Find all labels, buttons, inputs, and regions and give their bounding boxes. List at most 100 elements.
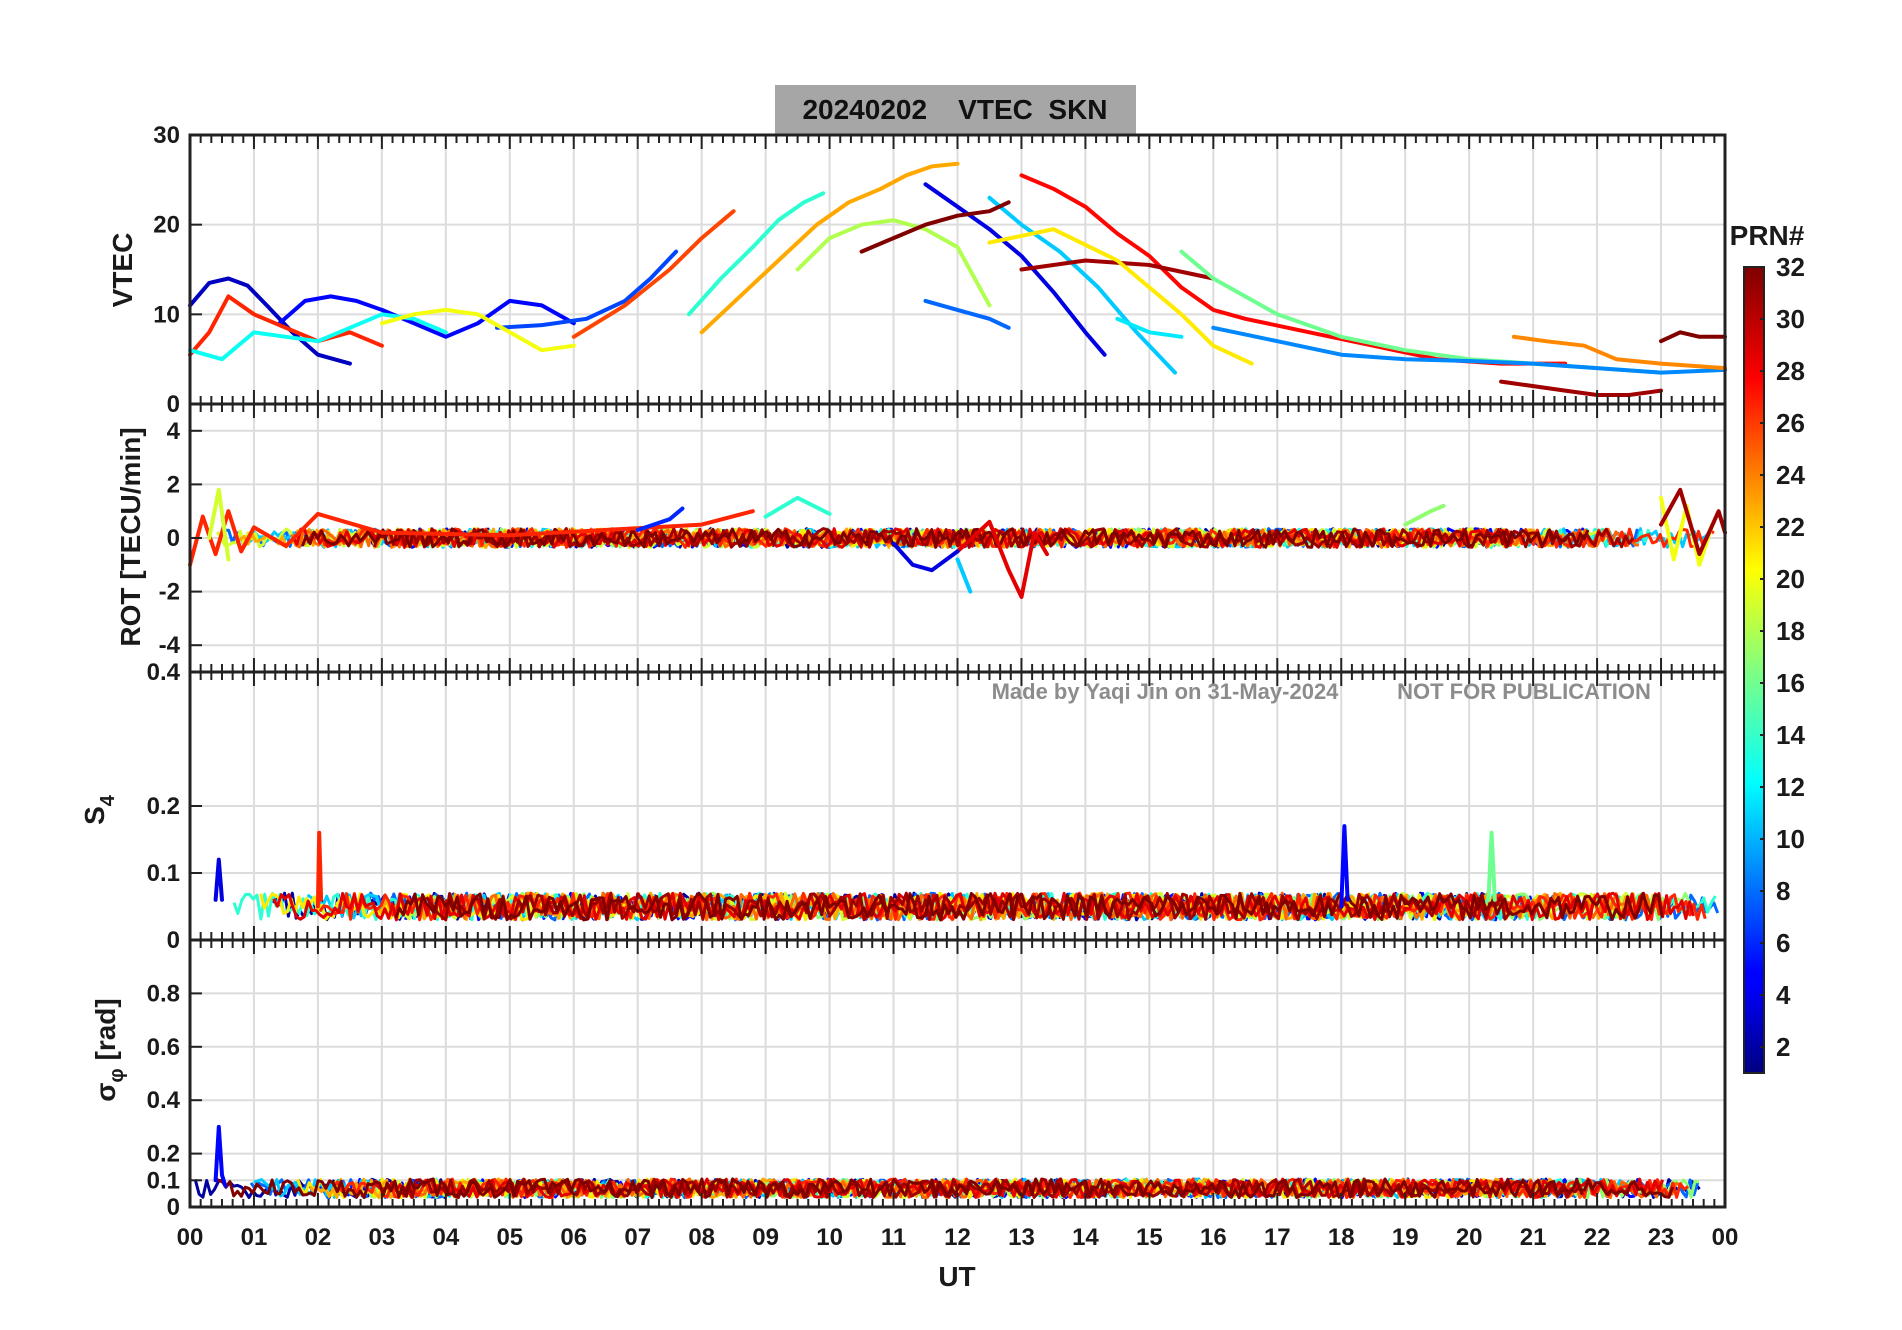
x-tick-label: 20 bbox=[1456, 1224, 1483, 1251]
background-trace bbox=[394, 891, 1664, 922]
series-line-prn-8 bbox=[923, 298, 1011, 330]
colorbar-tick-label: 20 bbox=[1776, 564, 1805, 594]
x-tick-label: 06 bbox=[560, 1224, 587, 1251]
series-line-prn-6 bbox=[635, 506, 685, 532]
x-tick-label: 01 bbox=[241, 1224, 268, 1251]
x-tick-label: 07 bbox=[624, 1224, 651, 1251]
x-axis-label: UT bbox=[938, 1261, 975, 1292]
series-line-prn-5 bbox=[213, 1124, 228, 1188]
x-tick-label: 04 bbox=[432, 1224, 459, 1251]
series-line-prn-16 bbox=[1486, 830, 1497, 902]
series-line-prn-16 bbox=[1179, 249, 1663, 375]
colorbar-label: PRN# bbox=[1730, 220, 1805, 251]
series-line-prn-31 bbox=[1499, 379, 1663, 397]
y-tick-label: 0.1 bbox=[147, 1167, 180, 1194]
series-line-prn-4 bbox=[923, 182, 1107, 357]
x-tick-label: 10 bbox=[816, 1224, 843, 1251]
y-tick-label: 0.4 bbox=[147, 659, 181, 686]
y-tick-label: 30 bbox=[153, 122, 180, 149]
series-line-prn-11 bbox=[955, 557, 973, 594]
colorbar-tick-label: 16 bbox=[1776, 668, 1805, 698]
series-line-prn-27 bbox=[188, 294, 384, 357]
series-line-prn-26 bbox=[571, 209, 736, 339]
colorbar-tick-label: 32 bbox=[1776, 252, 1805, 282]
x-tick-label: 19 bbox=[1392, 1224, 1419, 1251]
rot-ylabel: ROT [TECU/min] bbox=[115, 427, 146, 646]
vtec-ylabel: VTEC bbox=[107, 233, 138, 308]
y-tick-label: 0.1 bbox=[147, 860, 180, 887]
colorbar-tick-label: 4 bbox=[1776, 980, 1791, 1010]
x-tick-label: 08 bbox=[688, 1224, 715, 1251]
panel-vtec: 0 10 20 30 bbox=[153, 122, 1727, 418]
series-line-prn-14 bbox=[686, 191, 826, 317]
series-line-prn-4 bbox=[891, 541, 960, 573]
x-tick-label: 00 bbox=[1712, 1224, 1739, 1251]
y-tick-label: 4 bbox=[167, 418, 181, 445]
background-trace bbox=[372, 1177, 1665, 1199]
y-tick-label: 0 bbox=[167, 927, 180, 954]
series-line-prn-4 bbox=[213, 857, 224, 902]
colorbar-tick-label: 14 bbox=[1776, 720, 1805, 750]
series-line-prn-18 bbox=[795, 218, 992, 308]
x-tick-label: 22 bbox=[1584, 1224, 1611, 1251]
colorbar-tick-label: 8 bbox=[1776, 876, 1790, 906]
x-tick-label: 00 bbox=[177, 1224, 204, 1251]
colorbar-tick-label: 10 bbox=[1776, 824, 1805, 854]
panel-rot: -4 -2 0 2 4 bbox=[159, 402, 1727, 674]
watermark-author: Made by Yaqi Jin on 31-May-2024 bbox=[992, 679, 1340, 704]
x-tick-label: 05 bbox=[496, 1224, 523, 1251]
x-tick-label: 17 bbox=[1264, 1224, 1291, 1251]
colorbar-tick-label: 26 bbox=[1776, 408, 1805, 438]
colorbar-tick-label: 6 bbox=[1776, 928, 1790, 958]
x-tick-label: 18 bbox=[1328, 1224, 1355, 1251]
series-line-prn-27 bbox=[315, 830, 324, 909]
y-tick-label: 0.2 bbox=[147, 793, 180, 820]
colorbar-tick-label: 24 bbox=[1776, 460, 1805, 490]
title-box: 20240202 VTEC SKN bbox=[775, 85, 1136, 136]
y-tick-label: -4 bbox=[159, 632, 181, 659]
watermark-notice: NOT FOR PUBLICATION bbox=[1397, 679, 1651, 704]
background-trace bbox=[214, 1177, 1675, 1200]
colorbar-tick-label: 28 bbox=[1776, 356, 1805, 386]
y-tick-label: 0.2 bbox=[147, 1141, 180, 1168]
background-trace bbox=[301, 527, 1590, 549]
series-line-prn-3 bbox=[188, 276, 352, 366]
y-tick-label: 0 bbox=[167, 525, 180, 552]
series-line-prn-23 bbox=[699, 161, 960, 335]
colorbar-gradient bbox=[1743, 266, 1765, 1074]
series-line-prn-24 bbox=[1511, 334, 1727, 371]
series-line-prn-31 bbox=[1659, 487, 1727, 557]
colorbar-tick-label: 2 bbox=[1776, 1032, 1790, 1062]
x-tick-label: 11 bbox=[881, 1224, 906, 1251]
colorbar-tick-label: 22 bbox=[1776, 512, 1805, 542]
series-line-prn-27 bbox=[188, 509, 755, 567]
y-tick-label: 0.6 bbox=[147, 1034, 180, 1061]
series-line-prn-28 bbox=[1019, 173, 1568, 366]
series-line-prn-14 bbox=[763, 495, 832, 519]
s4-ylabel: S4 bbox=[79, 794, 119, 825]
series-line-prn-19 bbox=[207, 487, 231, 562]
series-line-prn-17 bbox=[1403, 503, 1446, 527]
x-tick-label: 21 bbox=[1520, 1224, 1547, 1251]
x-tick-label: 15 bbox=[1136, 1224, 1163, 1251]
background-trace bbox=[425, 891, 1514, 922]
x-tick-label: 02 bbox=[305, 1224, 332, 1251]
y-tick-label: 0.8 bbox=[147, 980, 180, 1007]
series-line-prn-5 bbox=[1339, 824, 1350, 909]
series-line-prn-7 bbox=[495, 249, 679, 330]
colorbar-tick-label: 12 bbox=[1776, 772, 1805, 802]
series-line-prn-5 bbox=[277, 294, 576, 339]
colorbar-tick-label: 18 bbox=[1776, 616, 1805, 646]
x-tick-labels: 00 01 02 03 04 05 06 07 08 09 10 11 12 13 14 15 16 17 18 19… bbox=[177, 1224, 1739, 1251]
series-line-prn-31 bbox=[1019, 258, 1216, 281]
figure-title: 20240202 VTEC SKN bbox=[802, 94, 1107, 125]
series-line-prn-9 bbox=[1211, 325, 1727, 375]
sigma-ylabel: σφ [rad] bbox=[90, 998, 128, 1101]
x-tick-label: 12 bbox=[944, 1224, 971, 1251]
series-line-prn-32 bbox=[1659, 330, 1727, 344]
y-tick-label: 0 bbox=[167, 391, 180, 418]
colorbar-tick-label: 30 bbox=[1776, 304, 1805, 334]
